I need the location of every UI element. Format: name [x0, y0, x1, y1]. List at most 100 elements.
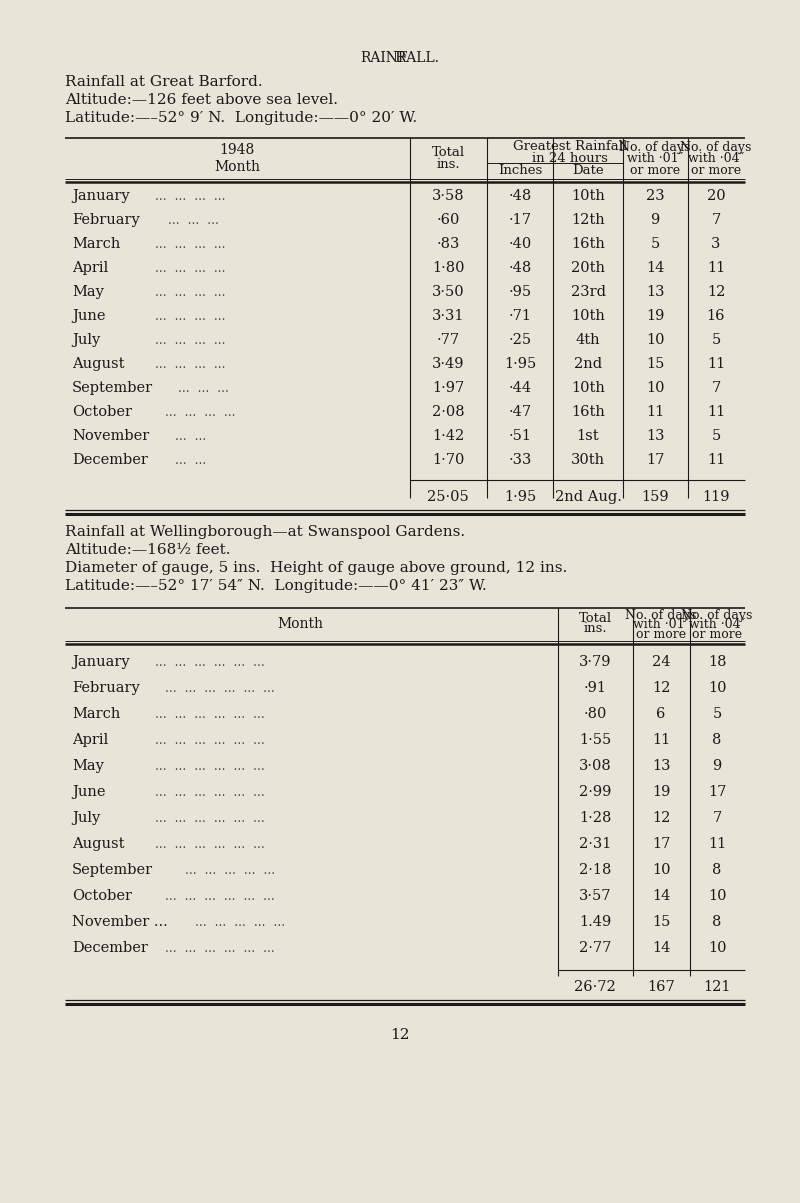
Text: 6: 6 [656, 707, 666, 721]
Text: 12: 12 [652, 681, 670, 695]
Text: 13: 13 [646, 285, 664, 300]
Text: 8: 8 [712, 733, 722, 747]
Text: 10: 10 [652, 863, 670, 877]
Text: 11: 11 [707, 261, 725, 275]
Text: with ·01″: with ·01″ [633, 618, 689, 632]
Text: 14: 14 [646, 261, 664, 275]
Text: 9: 9 [712, 759, 722, 774]
Text: ·91: ·91 [583, 681, 606, 695]
Text: ...  ...  ...  ...: ... ... ... ... [155, 309, 226, 322]
Text: April: April [72, 733, 108, 747]
Text: R: R [394, 51, 406, 65]
Text: with ·04″: with ·04″ [689, 618, 745, 632]
Text: ...  ...  ...  ...  ...  ...: ... ... ... ... ... ... [165, 942, 274, 954]
Text: 1·42: 1·42 [432, 429, 464, 443]
Text: 1·97: 1·97 [432, 381, 464, 395]
Text: 1·80: 1·80 [432, 261, 464, 275]
Text: ·44: ·44 [509, 381, 531, 395]
Text: 10: 10 [646, 333, 664, 346]
Text: ·40: ·40 [508, 237, 532, 251]
Text: 2·18: 2·18 [579, 863, 611, 877]
Text: in 24 hours: in 24 hours [532, 152, 608, 165]
Text: 2·31: 2·31 [579, 837, 611, 851]
Text: 10: 10 [708, 681, 726, 695]
Text: Month: Month [277, 617, 323, 632]
Text: ...  ...  ...  ...: ... ... ... ... [155, 333, 226, 346]
Text: ...  ...  ...  ...  ...: ... ... ... ... ... [185, 864, 275, 877]
Text: ...  ...  ...  ...  ...  ...: ... ... ... ... ... ... [155, 656, 265, 669]
Text: September: September [72, 863, 153, 877]
Text: February: February [72, 681, 140, 695]
Text: 18: 18 [708, 654, 726, 669]
Text: 3·79: 3·79 [578, 654, 611, 669]
Text: ...  ...  ...  ...  ...  ...: ... ... ... ... ... ... [155, 786, 265, 799]
Text: ...  ...  ...  ...  ...  ...: ... ... ... ... ... ... [155, 707, 265, 721]
Text: or more: or more [630, 164, 680, 177]
Text: 10th: 10th [571, 189, 605, 203]
Text: May: May [72, 759, 104, 774]
Text: ·25: ·25 [509, 333, 531, 346]
Text: 3: 3 [711, 237, 721, 251]
Text: June: June [72, 786, 106, 799]
Text: 1.49: 1.49 [579, 915, 611, 929]
Text: 11: 11 [652, 733, 670, 747]
Text: September: September [72, 381, 153, 395]
Text: ·80: ·80 [583, 707, 606, 721]
Text: ·77: ·77 [437, 333, 459, 346]
Text: 14: 14 [652, 889, 670, 903]
Text: 4th: 4th [576, 333, 600, 346]
Text: 5: 5 [650, 237, 660, 251]
Text: 8: 8 [712, 863, 722, 877]
Text: March: March [72, 237, 120, 251]
Text: August: August [72, 837, 125, 851]
Text: Latitude:—–52° 17′ 54″ N.  Longitude:——0° 41′ 23″ W.: Latitude:—–52° 17′ 54″ N. Longitude:——0°… [65, 579, 486, 593]
Text: October: October [72, 889, 132, 903]
Text: 17: 17 [652, 837, 670, 851]
Text: 20: 20 [706, 189, 726, 203]
Text: 19: 19 [652, 786, 670, 799]
Text: ...  ...  ...  ...  ...  ...: ... ... ... ... ... ... [155, 837, 265, 851]
Text: 3·50: 3·50 [432, 285, 464, 300]
Text: ...  ...  ...  ...  ...  ...: ... ... ... ... ... ... [165, 682, 274, 694]
Text: or more: or more [692, 628, 742, 641]
Text: 3·08: 3·08 [578, 759, 611, 774]
Text: 13: 13 [646, 429, 664, 443]
Text: May: May [72, 285, 104, 300]
Text: February: February [72, 213, 140, 227]
Text: January: January [72, 654, 130, 669]
Text: 15: 15 [646, 357, 664, 371]
Text: 16: 16 [706, 309, 726, 322]
Text: 8: 8 [712, 915, 722, 929]
Text: ·60: ·60 [436, 213, 460, 227]
Text: 11: 11 [707, 357, 725, 371]
Text: Diameter of gauge, 5 ins.  Height of gauge above ground, 12 ins.: Diameter of gauge, 5 ins. Height of gaug… [65, 561, 567, 575]
Text: 11: 11 [707, 405, 725, 419]
Text: April: April [72, 261, 108, 275]
Text: ...  ...  ...  ...: ... ... ... ... [155, 190, 226, 202]
Text: 11: 11 [708, 837, 726, 851]
Text: ·83: ·83 [436, 237, 460, 251]
Text: ...  ...  ...: ... ... ... [168, 213, 219, 226]
Text: ...  ...  ...  ...: ... ... ... ... [155, 237, 226, 250]
Text: 1·55: 1·55 [579, 733, 611, 747]
Text: No. of days: No. of days [682, 609, 753, 622]
Text: 1·95: 1·95 [504, 490, 536, 504]
Text: 3·49: 3·49 [432, 357, 464, 371]
Text: 23rd: 23rd [570, 285, 606, 300]
Text: ins.: ins. [436, 158, 460, 171]
Text: 5: 5 [711, 333, 721, 346]
Text: ...  ...  ...  ...  ...  ...: ... ... ... ... ... ... [155, 812, 265, 824]
Text: ·51: ·51 [509, 429, 531, 443]
Text: No. of days: No. of days [626, 609, 697, 622]
Text: 17: 17 [708, 786, 726, 799]
Text: ·33: ·33 [508, 454, 532, 467]
Text: RAINFALL.: RAINFALL. [361, 51, 439, 65]
Text: October: October [72, 405, 132, 419]
Text: 20th: 20th [571, 261, 605, 275]
Text: ...  ...: ... ... [175, 429, 206, 443]
Text: or more: or more [691, 164, 741, 177]
Text: 159: 159 [641, 490, 669, 504]
Text: with ·04″: with ·04″ [688, 153, 744, 166]
Text: Latitude:—–52° 9′ N.  Longitude:——0° 20′ W.: Latitude:—–52° 9′ N. Longitude:——0° 20′ … [65, 111, 417, 125]
Text: Total: Total [578, 611, 611, 624]
